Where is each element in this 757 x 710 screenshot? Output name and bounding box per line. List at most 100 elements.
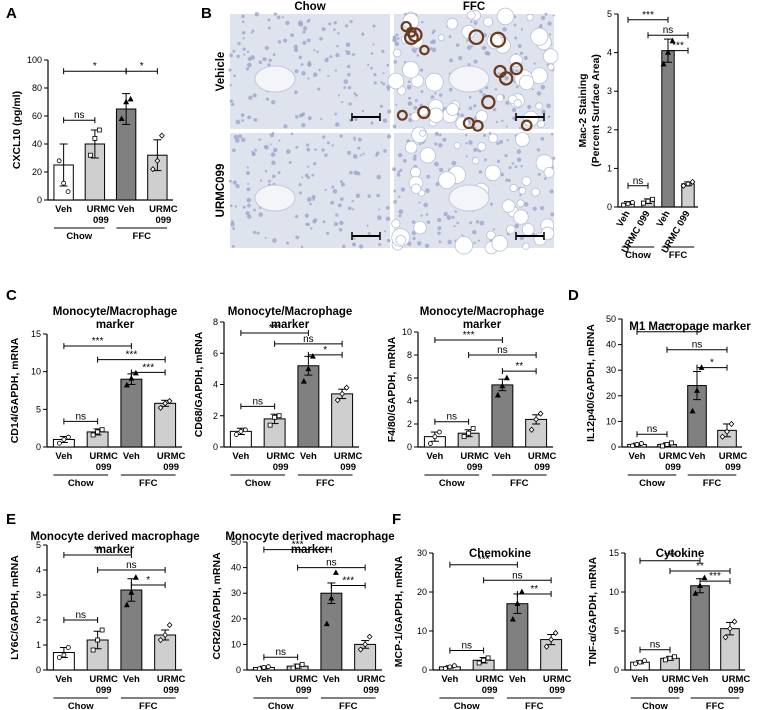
nucleus [531,88,535,91]
nucleus [425,213,429,216]
micrograph-tile [387,7,559,132]
nucleus [458,55,463,61]
y-axis-label: LY6C/GAPDH, mRNA [9,555,21,660]
nucleus [461,234,464,237]
nucleus [293,44,298,49]
nucleus [439,93,443,97]
mac2-stain [489,31,507,48]
nucleus [377,215,382,221]
nucleus [293,47,299,53]
nucleus [376,193,380,198]
data-point [357,646,364,653]
y-tick-label: 20 [32,167,42,177]
nucleus [549,189,554,194]
y-tick-label: 50 [231,537,241,547]
micrograph-tile [228,12,392,129]
lipid-droplet [410,166,422,178]
nucleus [228,68,232,72]
sig-label: *** [342,576,354,587]
sig-label: ns [252,396,263,407]
nucleus [353,170,359,176]
y-axis-label: MCP-1/GAPDH, mRNA [393,555,405,667]
nucleus [301,176,304,179]
data-point [362,641,368,648]
data-point [552,629,559,637]
nucleus [298,20,303,26]
nucleus [386,134,392,139]
micrograph-tile [228,131,392,249]
group-label: FFC [139,701,158,710]
nucleus [466,45,472,50]
y-axis-label: IL12p40/GAPDH, mRNA [585,324,597,442]
nucleus [514,165,518,169]
nucleus [248,95,253,100]
x-tick-label: URMC [357,674,386,685]
lipid-droplet [491,235,509,252]
data-point [300,378,307,384]
y-tick-label: 6 [213,348,218,358]
group-label: FFC [703,478,722,489]
y-tick-label: 4 [36,565,41,575]
nucleus [466,39,469,42]
nucleus [373,81,377,85]
nucleus [504,76,509,81]
chart-title: Monocyte/Macrophage [228,306,353,318]
nucleus [312,72,318,78]
sig-label: ns [512,570,523,581]
nucleus [465,142,468,145]
nucleus [370,52,374,55]
sig-label: ns [75,610,86,621]
nucleus [243,53,246,56]
nucleus [232,227,236,231]
nucleus [283,124,288,129]
x-tick-label: 099 [725,462,741,473]
nucleus [251,29,255,33]
bar [297,365,320,448]
nucleus [478,170,483,174]
chart-d: M1 Macropage marker IL12p40/GAPDH, mRNA 0 1… [585,314,751,489]
data-point [689,178,696,186]
data-point [299,661,305,667]
data-point [432,434,438,440]
nucleus [552,156,556,160]
nucleus [341,244,346,249]
nucleus [340,182,345,187]
nucleus [294,115,299,119]
nucleus [430,95,435,99]
nucleus [518,126,522,130]
sig-label: ** [515,361,523,372]
nucleus [302,40,307,45]
data-point [366,633,373,640]
lipid-droplet [521,176,532,187]
sig-label: *** [709,571,721,582]
nucleus [316,50,319,54]
chart-e2: Monocyte derived macrophagemarkerCCR2/GA… [211,531,395,710]
data-point [719,433,726,440]
data-point [118,115,125,121]
lipid-droplet [488,133,498,144]
group-label: FFC [706,701,725,710]
lipid-droplet [428,107,444,123]
nucleus [338,94,341,97]
group-label: FFC [339,701,358,710]
nucleus [473,241,476,245]
nucleus [312,219,317,224]
lipid-droplet [530,187,540,197]
bar [120,589,143,671]
data-point [461,434,467,440]
nucleus [413,154,417,158]
nucleus [407,101,413,106]
data-point [669,37,676,44]
lipid-droplet [521,223,535,236]
x-tick-label: URMC [543,674,572,685]
nucleus [334,112,337,116]
data-point [727,625,733,632]
data-point [503,374,510,381]
nucleus [290,132,294,136]
nucleus [246,166,249,169]
x-tick-label: Veh [632,674,649,685]
sig-label: * [710,358,714,369]
lipid-droplet [446,103,460,116]
y-tick-label: 30 [231,588,241,598]
